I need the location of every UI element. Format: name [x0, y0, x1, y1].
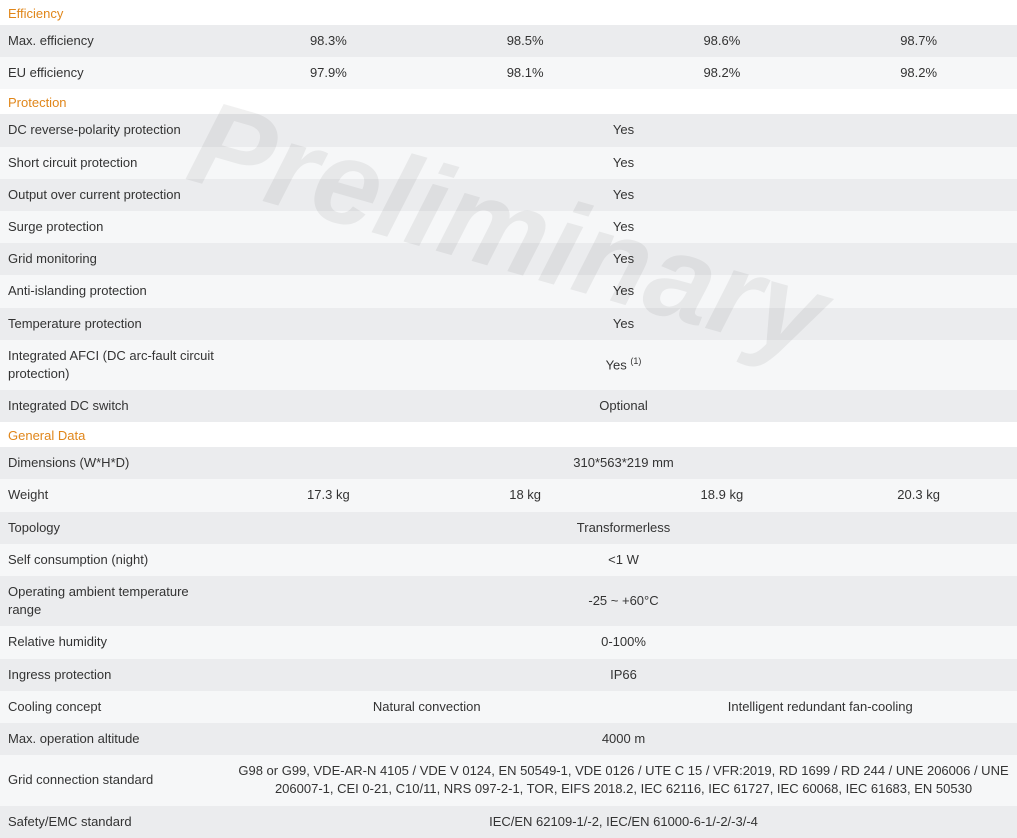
row-label: Dimensions (W*H*D) [0, 447, 230, 479]
table-row: Anti-islanding protectionYes [0, 275, 1017, 307]
row-value: Yes [230, 211, 1017, 243]
row-value: Natural convection [230, 691, 624, 723]
row-label: Max. efficiency [0, 25, 230, 57]
row-label: Topology [0, 512, 230, 544]
table-row: Grid connection standardG98 or G99, VDE-… [0, 755, 1017, 805]
table-row: Surge protectionYes [0, 211, 1017, 243]
row-value: Yes [230, 179, 1017, 211]
row-value: 18 kg [427, 479, 624, 511]
table-row: Max. operation altitude4000 m [0, 723, 1017, 755]
row-label: Safety/EMC standard [0, 806, 230, 838]
row-label: Self consumption (night) [0, 544, 230, 576]
table-row: Weight17.3 kg18 kg18.9 kg20.3 kg [0, 479, 1017, 511]
row-value: Yes [230, 114, 1017, 146]
table-row: Integrated AFCI (DC arc-fault circuit pr… [0, 340, 1017, 390]
row-label: Short circuit protection [0, 147, 230, 179]
section-header: Protection [0, 89, 1017, 114]
row-label: Surge protection [0, 211, 230, 243]
table-row: Self consumption (night)<1 W [0, 544, 1017, 576]
table-row: TopologyTransformerless [0, 512, 1017, 544]
row-label: Relative humidity [0, 626, 230, 658]
table-row: Output over current protectionYes [0, 179, 1017, 211]
row-label: Anti-islanding protection [0, 275, 230, 307]
row-value: Transformerless [230, 512, 1017, 544]
table-row: Dimensions (W*H*D)310*563*219 mm [0, 447, 1017, 479]
row-value: 98.3% [230, 25, 427, 57]
row-label: Integrated DC switch [0, 390, 230, 422]
row-value: 98.2% [624, 57, 821, 89]
row-label: DC reverse-polarity protection [0, 114, 230, 146]
table-row: Short circuit protectionYes [0, 147, 1017, 179]
table-row: Operating ambient temperature range-25 ~… [0, 576, 1017, 626]
section-header: General Data [0, 422, 1017, 447]
table-row: Grid monitoringYes [0, 243, 1017, 275]
table-row: Cooling conceptNatural convectionIntelli… [0, 691, 1017, 723]
row-value: 20.3 kg [820, 479, 1017, 511]
row-label: Ingress protection [0, 659, 230, 691]
row-label: Operating ambient temperature range [0, 576, 230, 626]
row-value: 97.9% [230, 57, 427, 89]
row-value: IP66 [230, 659, 1017, 691]
row-value: Yes [230, 147, 1017, 179]
row-value: 98.1% [427, 57, 624, 89]
row-value: -25 ~ +60°C [230, 576, 1017, 626]
section-header: Efficiency [0, 0, 1017, 25]
row-label: EU efficiency [0, 57, 230, 89]
spec-table: EfficiencyMax. efficiency98.3%98.5%98.6%… [0, 0, 1017, 838]
row-value: 17.3 kg [230, 479, 427, 511]
row-value: Yes [230, 243, 1017, 275]
row-value: Yes [230, 275, 1017, 307]
row-value: Intelligent redundant fan-cooling [624, 691, 1017, 723]
row-value: G98 or G99, VDE-AR-N 4105 / VDE V 0124, … [230, 755, 1017, 805]
row-value: 98.5% [427, 25, 624, 57]
table-row: Max. efficiency98.3%98.5%98.6%98.7% [0, 25, 1017, 57]
row-label: Grid connection standard [0, 755, 230, 805]
table-row: Integrated DC switchOptional [0, 390, 1017, 422]
row-value: Yes [230, 308, 1017, 340]
row-value: Yes (1) [230, 340, 1017, 390]
row-value: <1 W [230, 544, 1017, 576]
row-label: Max. operation altitude [0, 723, 230, 755]
row-value: 310*563*219 mm [230, 447, 1017, 479]
row-value: 18.9 kg [624, 479, 821, 511]
row-value: 98.2% [820, 57, 1017, 89]
row-value: 4000 m [230, 723, 1017, 755]
table-row: Ingress protectionIP66 [0, 659, 1017, 691]
row-label: Temperature protection [0, 308, 230, 340]
table-row: Relative humidity0-100% [0, 626, 1017, 658]
table-row: EU efficiency97.9%98.1%98.2%98.2% [0, 57, 1017, 89]
row-label: Integrated AFCI (DC arc-fault circuit pr… [0, 340, 230, 390]
table-row: Safety/EMC standardIEC/EN 62109-1/-2, IE… [0, 806, 1017, 838]
row-value: 0-100% [230, 626, 1017, 658]
row-label: Output over current protection [0, 179, 230, 211]
row-label: Weight [0, 479, 230, 511]
row-value: 98.6% [624, 25, 821, 57]
row-label: Cooling concept [0, 691, 230, 723]
table-row: DC reverse-polarity protectionYes [0, 114, 1017, 146]
table-row: Temperature protectionYes [0, 308, 1017, 340]
row-value: 98.7% [820, 25, 1017, 57]
row-label: Grid monitoring [0, 243, 230, 275]
row-value: Optional [230, 390, 1017, 422]
row-value: IEC/EN 62109-1/-2, IEC/EN 61000-6-1/-2/-… [230, 806, 1017, 838]
footnote-ref: (1) [630, 356, 641, 366]
